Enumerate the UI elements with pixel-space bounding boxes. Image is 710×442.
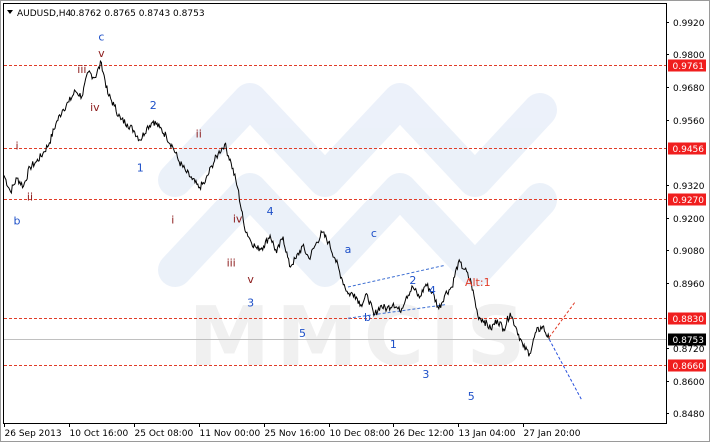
y-tick-label: 0.8720 xyxy=(673,345,705,355)
x-tick-label: 25 Oct 08:00 xyxy=(135,429,194,439)
price-line xyxy=(3,59,550,357)
level-price-label: 0.9456 xyxy=(673,145,705,155)
wave-label: iv xyxy=(90,101,100,114)
wave-label: 1 xyxy=(390,338,397,351)
wave-label: Alt:1 xyxy=(465,276,491,289)
wave-label: iii xyxy=(77,63,86,76)
x-tick-label: 25 Nov 16:00 xyxy=(265,429,326,439)
channel-line xyxy=(347,264,446,288)
price-axis: 0.9920 0.9800 0.9680 0.9560 0.9320 0.9200 0.90… xyxy=(666,19,705,420)
y-tick-label: 0.9680 xyxy=(673,84,705,94)
wave-label: 2 xyxy=(409,274,416,287)
channel-line xyxy=(347,304,446,319)
chart-header: AUDUSD,H4 0.8762 0.8765 0.8743 0.8753 xyxy=(7,9,205,19)
wave-label: i xyxy=(15,140,18,153)
x-tick-label: 11 Nov 00:00 xyxy=(200,429,261,439)
y-tick-label: 0.9920 xyxy=(673,19,705,29)
forecast-line xyxy=(548,338,583,401)
y-tick-label: 0.9800 xyxy=(673,51,705,61)
y-tick-label: 0.8960 xyxy=(673,280,705,290)
wave-label: a xyxy=(345,243,352,256)
x-tick-label: 26 Dec 12:00 xyxy=(394,429,455,439)
watermark-logo-icon xyxy=(158,83,557,287)
symbol-label: AUDUSD,H4 xyxy=(17,9,72,19)
wave-label: b xyxy=(13,214,20,227)
y-tick-label: 0.9320 xyxy=(673,182,705,192)
level-price-label: 0.9270 xyxy=(673,196,705,206)
wave-label: 4 xyxy=(267,205,274,218)
wave-label: 5 xyxy=(299,327,306,340)
y-tick-label: 0.8480 xyxy=(673,410,705,420)
plot-area xyxy=(3,3,667,424)
level-price-box xyxy=(668,193,706,206)
forecast-line xyxy=(548,301,576,338)
wave-label: v xyxy=(98,47,105,60)
y-tick-label: 0.9200 xyxy=(673,215,705,225)
y-tick-label: 0.8600 xyxy=(673,378,705,388)
current-price-box xyxy=(668,333,706,346)
level-price-box xyxy=(668,59,706,72)
level-price-label: 0.8660 xyxy=(673,362,705,372)
time-axis: 26 Sep 2013 10 Oct 16:00 25 Oct 08:00 11 No… xyxy=(4,423,581,439)
wave-label: 1 xyxy=(137,161,144,174)
wave-label: 3 xyxy=(247,297,254,310)
watermark: MMCIS xyxy=(158,83,557,385)
wave-label: iii xyxy=(227,257,236,270)
x-tick-label: 10 Dec 08:00 xyxy=(330,429,391,439)
y-tick-label: 0.9560 xyxy=(673,117,705,127)
wave-label: 3 xyxy=(422,368,429,381)
wave-label: i xyxy=(171,214,174,227)
y-tick-label: 0.9080 xyxy=(673,247,705,257)
level-price-box xyxy=(668,359,706,372)
level-price-label: 0.8830 xyxy=(673,315,705,325)
trend-channel xyxy=(347,264,446,319)
x-tick-label: 26 Sep 2013 xyxy=(5,429,62,439)
ohlc-values: 0.8762 0.8765 0.8743 0.8753 xyxy=(70,9,205,19)
price-series xyxy=(3,59,550,357)
level-price-label: 0.9761 xyxy=(673,62,705,72)
wave-label: 5 xyxy=(468,390,475,403)
wave-label: 2 xyxy=(150,99,157,112)
dropdown-triangle-icon[interactable] xyxy=(7,10,13,14)
wave-label: v xyxy=(247,273,254,286)
wave-label: b xyxy=(364,311,371,324)
level-price-box xyxy=(668,142,706,155)
wave-label: iv xyxy=(233,212,243,225)
wave-label: c xyxy=(98,31,104,44)
x-tick-label: 10 Oct 16:00 xyxy=(70,429,129,439)
wave-label: c xyxy=(371,227,377,240)
x-tick-label: 13 Jan 04:00 xyxy=(459,429,516,439)
wave-label: ii xyxy=(27,191,33,204)
watermark-text: MMCIS xyxy=(189,290,532,385)
horizontal-levels: 0.9761 0.9456 0.9270 0.8830 0.8660 0.8753 xyxy=(4,59,706,372)
x-tick-label: 27 Jan 20:00 xyxy=(524,429,581,439)
wave-label: ii xyxy=(196,127,202,140)
level-price-box xyxy=(668,312,706,325)
wave-label: 4 xyxy=(429,284,436,297)
current-price-label: 0.8753 xyxy=(673,336,705,346)
forecast-lines xyxy=(548,301,583,401)
